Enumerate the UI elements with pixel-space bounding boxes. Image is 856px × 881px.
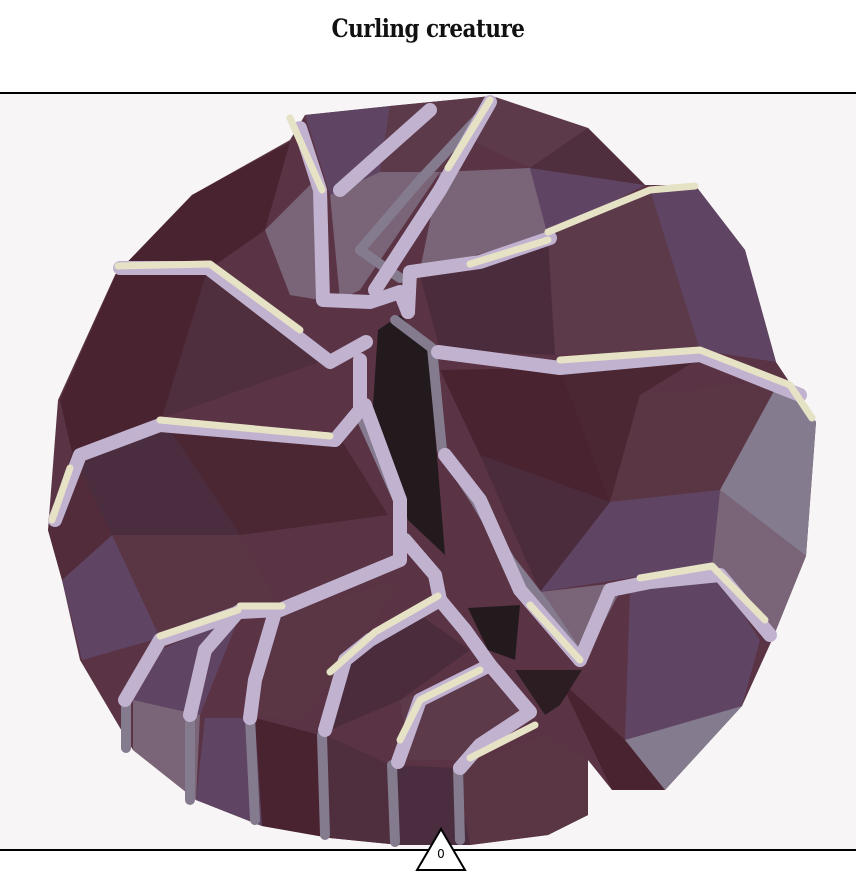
artwork-canvas: [0, 94, 856, 849]
header: Curling creature: [0, 0, 856, 92]
page-title: Curling creature: [331, 14, 525, 43]
top-divider: [0, 92, 856, 94]
counter-label: 0: [437, 847, 445, 861]
curling-creature-artwork: [48, 95, 816, 847]
triangle-outline-icon[interactable]: [414, 826, 468, 872]
